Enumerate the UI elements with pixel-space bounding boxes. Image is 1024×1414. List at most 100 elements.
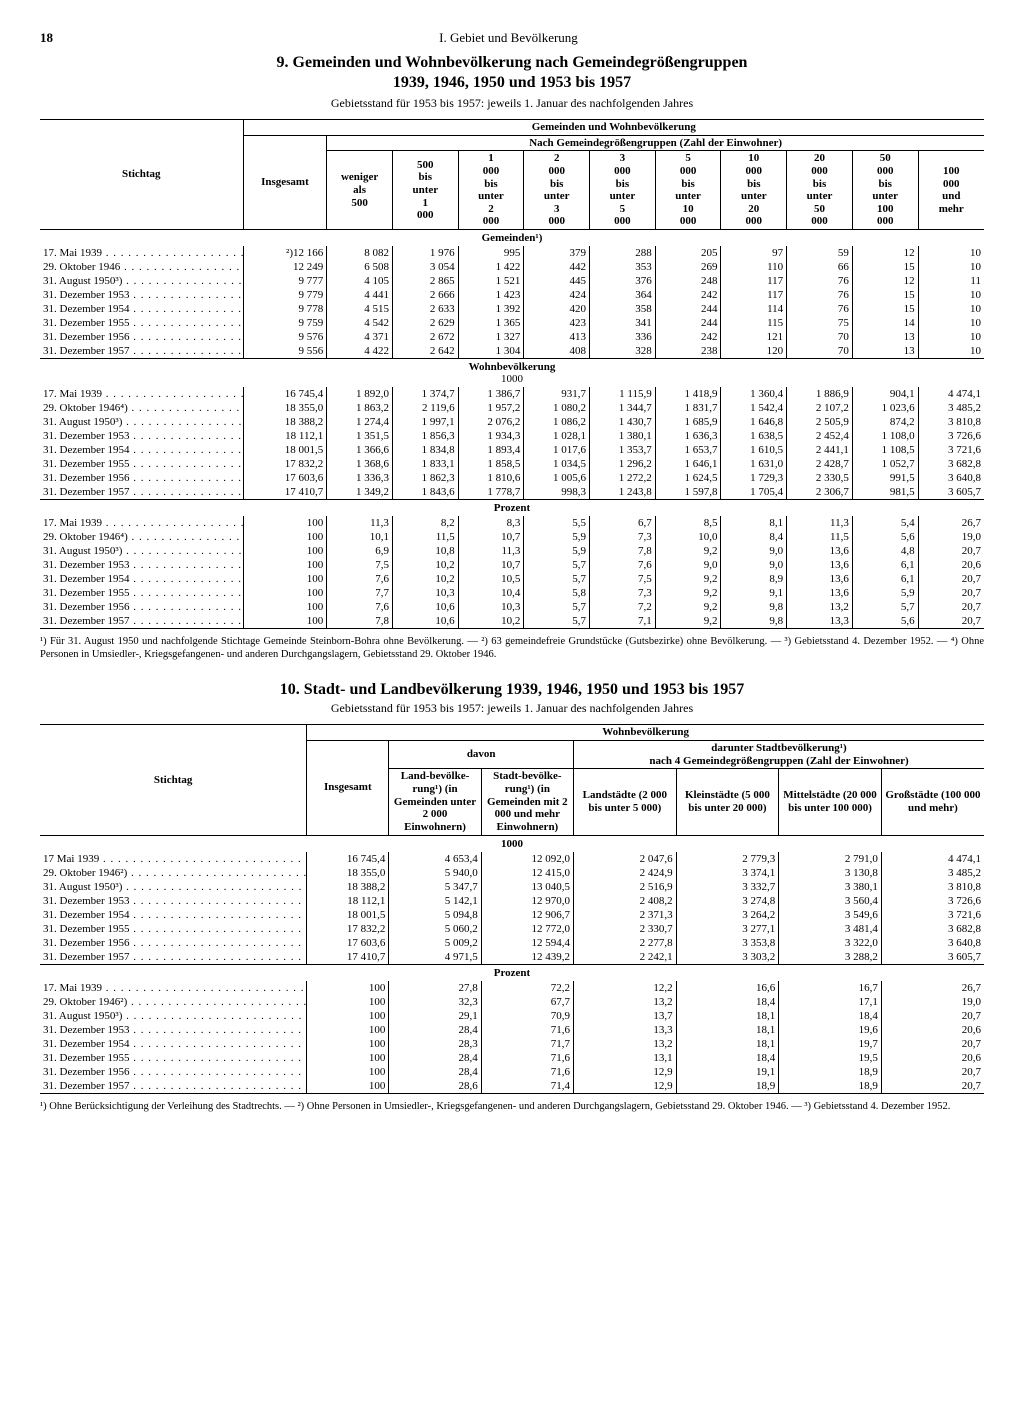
t9-cell: 11,3: [458, 544, 524, 558]
t9-cell: 1 997,1: [392, 415, 458, 429]
t9-cell: 10,6: [392, 600, 458, 614]
page-number: 18: [40, 30, 53, 46]
t9-cell: 13,6: [787, 572, 853, 586]
t9-cell: 15: [852, 260, 918, 274]
t9-cell: 2 505,9: [787, 415, 853, 429]
t10-cell: 100: [307, 981, 389, 995]
t10-row-label: 31. Dezember 1955: [40, 1051, 307, 1065]
t10-cell: 3 380,1: [779, 880, 882, 894]
t10-cell: 100: [307, 1079, 389, 1094]
t9-cell: 1 365: [458, 316, 524, 330]
t10-cell: 13,2: [574, 995, 677, 1009]
t9-cell: 1 052,7: [852, 457, 918, 471]
t10-row-label: 31. Dezember 1955: [40, 922, 307, 936]
t9-cell: 2 865: [392, 274, 458, 288]
t9-cell: 242: [655, 288, 721, 302]
t9-cell: 5,7: [852, 600, 918, 614]
t9-cell: 7,3: [590, 586, 656, 600]
t10-cell: 20,7: [881, 1037, 984, 1051]
t9-cell: 3 605,7: [918, 485, 984, 500]
t9-cell: 4 441: [327, 288, 393, 302]
t9-cell: 10,3: [458, 600, 524, 614]
t10-cell: 100: [307, 995, 389, 1009]
t10-row-label: 31. Dezember 1954: [40, 1037, 307, 1051]
t10-row-label: 31. Dezember 1953: [40, 1023, 307, 1037]
t9-cell: 1 778,7: [458, 485, 524, 500]
t9-cell: 59: [787, 246, 853, 260]
t10-cell: 13,2: [574, 1037, 677, 1051]
t9-cell: 13,6: [787, 558, 853, 572]
t9-cell: 7,8: [590, 544, 656, 558]
t9-cell: 100: [243, 530, 327, 544]
t9-cell: 100: [243, 586, 327, 600]
t10-cell: 3 277,1: [676, 922, 779, 936]
t9-cell: 358: [590, 302, 656, 316]
t10-cell: 20,7: [881, 1079, 984, 1094]
t9-cell: 1 705,4: [721, 485, 787, 500]
t10-row-label: 31. Dezember 1953: [40, 894, 307, 908]
t9-cell: 7,5: [327, 558, 393, 572]
t9-cell: 66: [787, 260, 853, 274]
t9-cell: 20,7: [918, 600, 984, 614]
t10-cell: 3 322,0: [779, 936, 882, 950]
t9-cell: 2 633: [392, 302, 458, 316]
t9-cell: 6,1: [852, 558, 918, 572]
t10-cell: 12 906,7: [481, 908, 573, 922]
t9-row-label: 31. Dezember 1957: [40, 485, 243, 500]
t9-cell: 9,8: [721, 600, 787, 614]
table9-footnotes: ¹) Für 31. August 1950 und nachfolgende …: [40, 635, 984, 661]
t9-cell: 8,9: [721, 572, 787, 586]
t9-cell: 3 640,8: [918, 471, 984, 485]
t9-cell: 100: [243, 544, 327, 558]
t10-cell: 3 560,4: [779, 894, 882, 908]
t9-cell: 1 034,5: [524, 457, 590, 471]
table9-title-2: 1939, 1946, 1950 und 1953 bis 1957: [40, 74, 984, 92]
t9-cell: 97: [721, 246, 787, 260]
t9-cell: 12: [852, 246, 918, 260]
t9-row-label: 29. Oktober 1946: [40, 260, 243, 274]
t9-cell: 1 863,2: [327, 401, 393, 415]
t9-row-label: 29. Oktober 1946⁴): [40, 530, 243, 544]
t9-cell: 5,9: [524, 544, 590, 558]
t10-cell: 100: [307, 1065, 389, 1079]
t10-cell: 3 288,2: [779, 950, 882, 965]
page-header: 18 I. Gebiet und Bevölkerung: [40, 30, 984, 46]
t10-cell: 12,2: [574, 981, 677, 995]
t10-cell: 3 485,2: [881, 866, 984, 880]
t10-cell: 5 009,2: [389, 936, 481, 950]
t9-col-10: 100000undmehr: [918, 151, 984, 230]
t9-cell: 3 054: [392, 260, 458, 274]
t9-cell: 10,2: [458, 614, 524, 629]
t9-cell: 248: [655, 274, 721, 288]
t10-cell: 2 424,9: [574, 866, 677, 880]
t9-cell: 981,5: [852, 485, 918, 500]
t9-col-6: 5000bisunter10000: [655, 151, 721, 230]
t9-cell: 7,2: [590, 600, 656, 614]
t9-cell: 6 508: [327, 260, 393, 274]
t9-cell: 5,4: [852, 516, 918, 530]
t9-cell: 76: [787, 274, 853, 288]
t9-row-label: 31. Dezember 1955: [40, 586, 243, 600]
t10-cell: 2 330,7: [574, 922, 677, 936]
t9-cell: 1 624,5: [655, 471, 721, 485]
t9-cell: 70: [787, 344, 853, 359]
t9-cell: 13: [852, 344, 918, 359]
t10-cell: 26,7: [881, 981, 984, 995]
t9-cell: 1 858,5: [458, 457, 524, 471]
t10-col-4: Kleinstädte (5 000 bis unter 20 000): [676, 769, 779, 835]
t10-cell: 3 303,2: [676, 950, 779, 965]
t10-cell: 29,1: [389, 1009, 481, 1023]
t9-cell: 11: [918, 274, 984, 288]
t9-cell: 4 474,1: [918, 387, 984, 401]
t9-cell: 5,7: [524, 614, 590, 629]
t9-cell: 1 521: [458, 274, 524, 288]
t9-cell: 4 105: [327, 274, 393, 288]
t9-section-0: Gemeinden¹): [40, 230, 984, 247]
t10-cell: 2 277,8: [574, 936, 677, 950]
t9-cell: 5,9: [524, 530, 590, 544]
t9-cell: 991,5: [852, 471, 918, 485]
t9-cell: 9 777: [243, 274, 327, 288]
t9-row-label: 31. Dezember 1954: [40, 443, 243, 457]
t10-cell: 18 112,1: [307, 894, 389, 908]
t9-cell: 10: [918, 330, 984, 344]
